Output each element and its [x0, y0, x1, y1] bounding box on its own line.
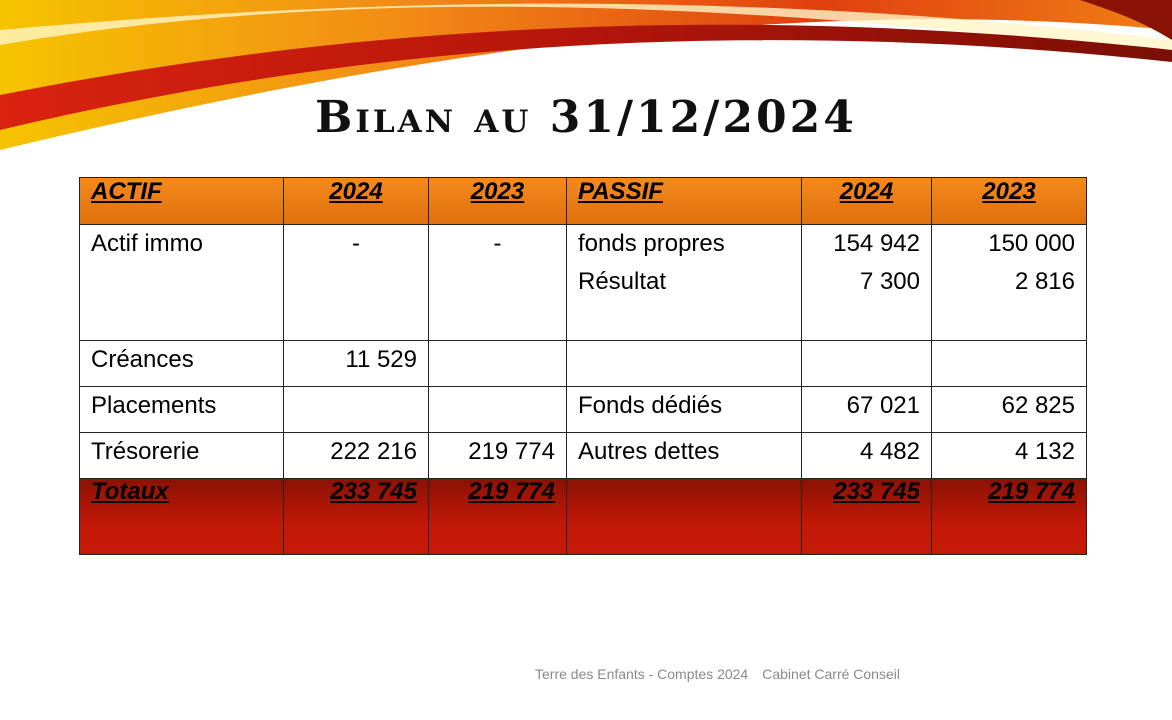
total-actif-2023: 219 774	[428, 478, 567, 555]
passif-label-line: fonds propres	[578, 230, 725, 257]
passif-2023-line: 150 000	[988, 230, 1075, 257]
actif-2024-value: 222 216	[283, 432, 429, 479]
slide-footer: Terre des Enfants - Comptes 2024 Cabinet …	[535, 666, 900, 682]
header-actif-2023: 2023	[428, 177, 567, 225]
total-passif-label	[566, 478, 802, 555]
passif-label: Fonds dédiés	[566, 386, 802, 433]
header-row: ACTIF 2024 2023 PASSIF 2024 2023	[79, 177, 1087, 225]
passif-2024-value: 154 942 7 300	[801, 224, 932, 341]
header-actif: ACTIF	[79, 177, 284, 225]
decorative-swoosh	[0, 0, 1172, 150]
table-row: Trésorerie 222 216 219 774 Autres dettes…	[79, 432, 1087, 479]
page-title: Bilan au 31/12/2024	[315, 92, 857, 143]
balance-sheet-table: ACTIF 2024 2023 PASSIF 2024 2023 Actif i…	[79, 177, 1087, 555]
passif-2024-line: 154 942	[833, 230, 920, 257]
actif-2024-value	[283, 386, 429, 433]
passif-2024-line: 7 300	[859, 268, 920, 295]
actif-label: Actif immo	[79, 224, 284, 341]
header-actif-2024: 2024	[283, 177, 429, 225]
actif-label: Créances	[79, 340, 284, 387]
footer-left-text: Terre des Enfants - Comptes 2024	[535, 666, 749, 682]
table-row: Actif immo - - fonds propres Résultat 15…	[79, 224, 1087, 341]
total-passif-2023: 219 774	[931, 478, 1087, 555]
totals-row: Totaux 233 745 219 774 233 745 219 774	[79, 478, 1087, 555]
passif-2023-value: 150 000 2 816	[931, 224, 1087, 341]
actif-2024-value: 11 529	[283, 340, 429, 387]
header-passif: PASSIF	[566, 177, 802, 225]
table-row: Placements Fonds dédiés 67 021 62 825	[79, 386, 1087, 433]
actif-label: Placements	[79, 386, 284, 433]
header-passif-2023: 2023	[931, 177, 1087, 225]
passif-2024-value	[801, 340, 932, 387]
passif-2023-line: 2 816	[1014, 268, 1075, 295]
passif-2023-value: 4 132	[931, 432, 1087, 479]
actif-2023-value	[428, 386, 567, 433]
total-passif-2024: 233 745	[801, 478, 932, 555]
actif-2023-value	[428, 340, 567, 387]
passif-label-line: Résultat	[578, 268, 667, 295]
actif-2023-value: -	[428, 224, 567, 341]
totals-label: Totaux	[79, 478, 284, 555]
actif-2024-value: -	[283, 224, 429, 341]
actif-2023-value: 219 774	[428, 432, 567, 479]
total-actif-2024: 233 745	[283, 478, 429, 555]
header-passif-2024: 2024	[801, 177, 932, 225]
passif-2024-value: 67 021	[801, 386, 932, 433]
actif-label: Trésorerie	[79, 432, 284, 479]
table-row: Créances 11 529	[79, 340, 1087, 387]
passif-2023-value: 62 825	[931, 386, 1087, 433]
passif-label: fonds propres Résultat	[566, 224, 802, 341]
passif-label	[566, 340, 802, 387]
passif-label: Autres dettes	[566, 432, 802, 479]
passif-2024-value: 4 482	[801, 432, 932, 479]
passif-2023-value	[931, 340, 1087, 387]
footer-right-text: Cabinet Carré Conseil	[762, 666, 900, 682]
